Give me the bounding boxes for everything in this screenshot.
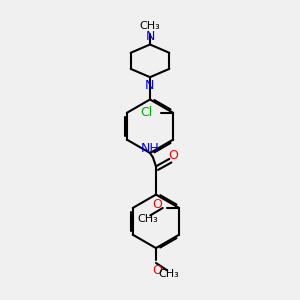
Text: O: O xyxy=(168,149,178,162)
Text: CH₃: CH₃ xyxy=(140,20,160,31)
Text: N: N xyxy=(145,30,155,43)
Text: O: O xyxy=(152,264,162,278)
Text: NH: NH xyxy=(141,142,160,155)
Text: N: N xyxy=(145,79,154,92)
Text: O: O xyxy=(152,199,162,212)
Text: CH₃: CH₃ xyxy=(137,214,158,224)
Text: CH₃: CH₃ xyxy=(158,269,179,279)
Text: Cl: Cl xyxy=(141,106,153,119)
